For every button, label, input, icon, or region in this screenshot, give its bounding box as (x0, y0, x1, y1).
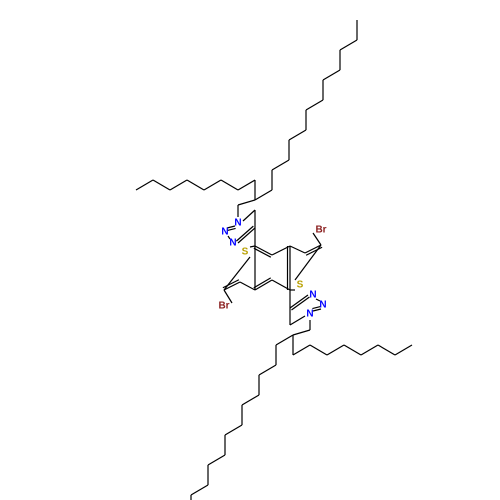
bond (290, 316, 305, 325)
bond (221, 180, 238, 190)
atom-n6: N (306, 309, 313, 320)
bond (153, 180, 170, 190)
bond (208, 455, 225, 465)
bond (378, 345, 395, 355)
bond (290, 295, 308, 308)
bond (395, 345, 412, 355)
bond (306, 100, 323, 110)
bond (240, 282, 255, 290)
bond (187, 180, 204, 190)
bond (191, 485, 208, 495)
bond (238, 200, 255, 205)
bond (290, 246, 305, 253)
bond (293, 330, 310, 335)
bond (204, 180, 221, 190)
bond (276, 335, 293, 345)
bond (136, 180, 153, 190)
bond (242, 395, 259, 405)
bond (289, 130, 306, 140)
bond (259, 365, 276, 375)
atom-n3: N (234, 218, 241, 229)
bond (238, 180, 255, 190)
bond (340, 40, 357, 50)
atom-br2: Br (315, 225, 326, 236)
bond (293, 345, 310, 355)
atom-s1: S (242, 247, 249, 258)
bond (170, 180, 187, 190)
bond (238, 228, 255, 243)
atom-n1: N (229, 238, 236, 249)
bond (243, 210, 255, 221)
atom-n4: N (309, 290, 316, 301)
bond (361, 345, 378, 355)
bond (272, 160, 289, 170)
atom-n2: N (221, 227, 228, 238)
bond (228, 228, 236, 230)
atom-s2: S (297, 280, 304, 291)
bond (323, 70, 340, 80)
bond (225, 425, 242, 435)
bond (327, 345, 344, 355)
bond (310, 345, 327, 355)
bond (255, 190, 272, 200)
atom-br1: Br (218, 301, 229, 312)
bond (344, 345, 361, 355)
bond (250, 246, 255, 247)
atom-n5: N (319, 300, 326, 311)
